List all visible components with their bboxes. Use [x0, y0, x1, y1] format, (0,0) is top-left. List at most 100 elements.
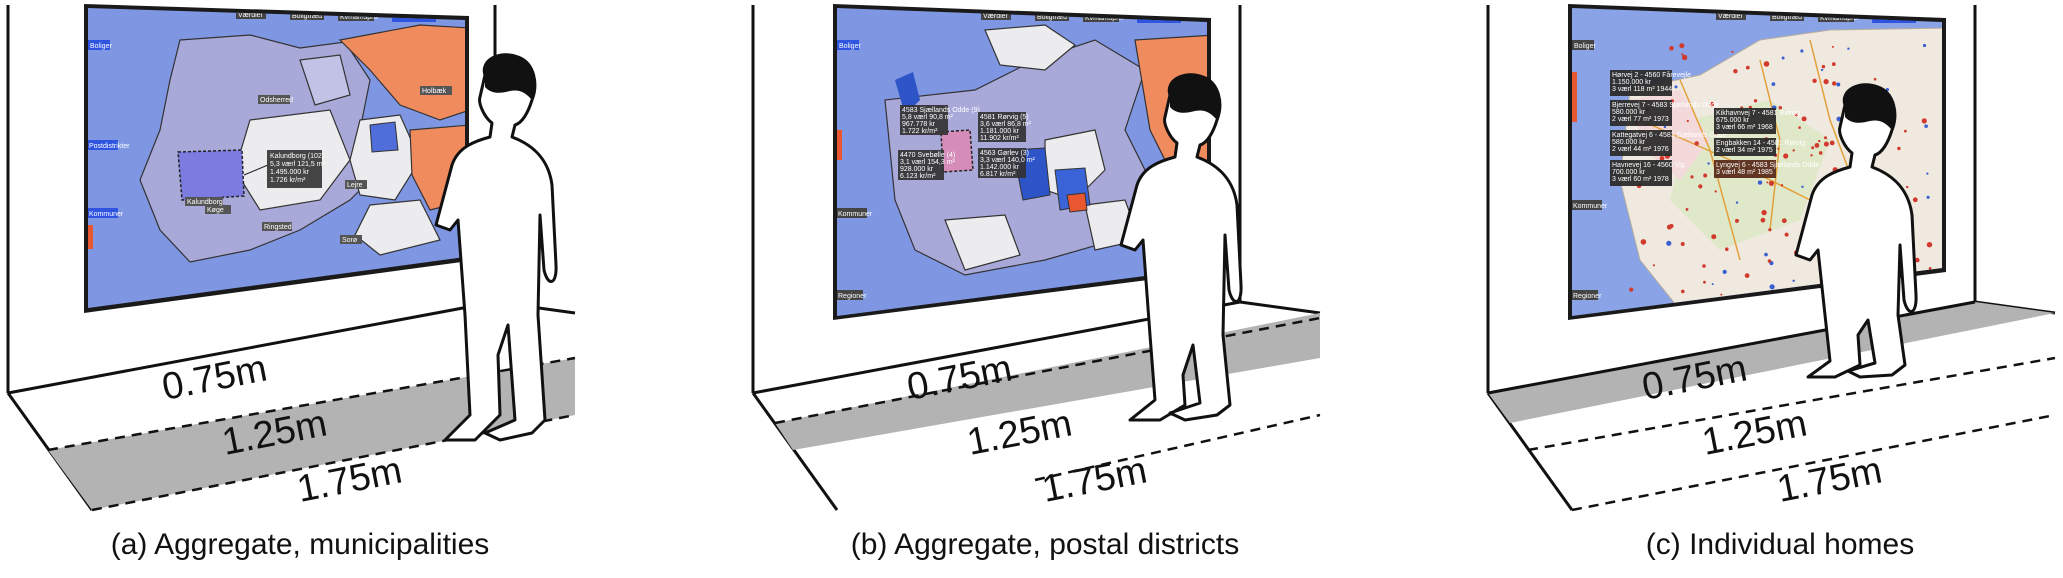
- home-marker[interactable]: [1652, 264, 1655, 267]
- home-marker[interactable]: [1766, 181, 1769, 184]
- side-button[interactable]: [837, 208, 867, 218]
- home-marker[interactable]: [1666, 240, 1672, 246]
- home-marker[interactable]: [1731, 50, 1734, 54]
- home-marker[interactable]: [1703, 280, 1706, 284]
- home-marker[interactable]: [1928, 267, 1932, 270]
- home-marker[interactable]: [1768, 180, 1774, 186]
- home-marker[interactable]: [1640, 239, 1647, 245]
- home-marker[interactable]: [1735, 201, 1739, 204]
- home-marker[interactable]: [1760, 217, 1766, 223]
- home-marker[interactable]: [1744, 273, 1750, 278]
- home-marker[interactable]: [1847, 47, 1850, 50]
- home-marker[interactable]: [1681, 53, 1684, 56]
- home-marker[interactable]: [1764, 252, 1768, 257]
- map-tab[interactable]: [1035, 12, 1069, 21]
- home-marker[interactable]: [1798, 126, 1801, 129]
- side-button[interactable]: [88, 40, 110, 50]
- home-marker[interactable]: [1812, 78, 1817, 84]
- home-marker[interactable]: [1681, 289, 1685, 294]
- home-marker[interactable]: [1685, 208, 1689, 211]
- home-marker[interactable]: [1783, 153, 1789, 159]
- home-marker[interactable]: [1800, 49, 1804, 53]
- home-marker[interactable]: [1784, 232, 1789, 237]
- map-tab[interactable]: [1770, 12, 1804, 21]
- home-marker[interactable]: [1814, 143, 1820, 148]
- home-marker[interactable]: [1829, 140, 1835, 146]
- home-marker[interactable]: [1767, 259, 1772, 263]
- map-tab[interactable]: [1716, 11, 1746, 20]
- home-marker[interactable]: [1781, 56, 1785, 60]
- home-marker[interactable]: [1681, 54, 1688, 61]
- home-marker[interactable]: [1823, 141, 1829, 147]
- home-marker[interactable]: [1711, 234, 1717, 240]
- home-marker[interactable]: [1926, 242, 1933, 248]
- home-marker[interactable]: [1679, 43, 1685, 49]
- home-marker[interactable]: [1781, 218, 1787, 224]
- home-marker[interactable]: [1771, 82, 1776, 86]
- home-marker[interactable]: [1906, 185, 1909, 189]
- home-marker[interactable]: [1926, 195, 1930, 199]
- home-marker[interactable]: [1810, 154, 1813, 157]
- home-marker[interactable]: [1698, 184, 1703, 189]
- home-marker[interactable]: [1832, 81, 1837, 86]
- side-button[interactable]: [1572, 290, 1598, 300]
- home-marker[interactable]: [1801, 116, 1807, 122]
- home-marker[interactable]: [1769, 284, 1775, 290]
- home-marker[interactable]: [1792, 149, 1795, 152]
- home-marker[interactable]: [1763, 61, 1770, 67]
- home-marker[interactable]: [1836, 82, 1841, 87]
- home-marker[interactable]: [1663, 125, 1667, 129]
- home-marker[interactable]: [1722, 269, 1727, 274]
- home-marker[interactable]: [1823, 79, 1829, 85]
- map-tab[interactable]: [981, 11, 1011, 20]
- home-marker[interactable]: [1694, 141, 1699, 146]
- home-marker[interactable]: [1873, 77, 1877, 81]
- home-marker[interactable]: [1824, 136, 1827, 140]
- home-marker[interactable]: [1924, 124, 1928, 128]
- home-marker[interactable]: [1690, 175, 1694, 179]
- home-marker[interactable]: [1818, 139, 1821, 143]
- home-marker[interactable]: [1821, 64, 1826, 69]
- home-marker[interactable]: [1702, 264, 1706, 268]
- home-marker[interactable]: [1780, 184, 1784, 187]
- home-marker[interactable]: [1703, 173, 1708, 178]
- home-marker[interactable]: [1669, 223, 1674, 229]
- home-marker[interactable]: [1796, 290, 1802, 295]
- home-marker[interactable]: [1709, 101, 1715, 107]
- home-marker[interactable]: [1735, 218, 1739, 223]
- home-marker[interactable]: [1714, 190, 1717, 193]
- home-marker[interactable]: [1777, 147, 1780, 150]
- home-marker[interactable]: [1818, 151, 1823, 155]
- side-button[interactable]: [837, 290, 863, 300]
- home-marker[interactable]: [1707, 162, 1710, 165]
- home-marker[interactable]: [1753, 99, 1758, 103]
- home-marker[interactable]: [1921, 118, 1927, 124]
- home-marker[interactable]: [1831, 45, 1834, 48]
- side-button[interactable]: [88, 208, 118, 218]
- home-marker[interactable]: [1922, 43, 1927, 48]
- home-marker[interactable]: [1725, 247, 1729, 251]
- map-tab[interactable]: [236, 10, 266, 19]
- home-marker[interactable]: [1904, 129, 1907, 133]
- home-marker[interactable]: [1674, 85, 1678, 89]
- home-marker[interactable]: [1926, 172, 1929, 175]
- home-marker[interactable]: [1831, 62, 1836, 66]
- home-marker[interactable]: [1669, 45, 1674, 51]
- home-marker[interactable]: [1820, 68, 1824, 72]
- side-button[interactable]: [1572, 40, 1594, 50]
- map-tab[interactable]: [290, 11, 324, 20]
- home-marker[interactable]: [1745, 65, 1750, 70]
- side-button[interactable]: [837, 40, 859, 50]
- home-marker[interactable]: [1778, 106, 1782, 110]
- home-marker[interactable]: [1768, 228, 1772, 232]
- home-marker[interactable]: [1757, 180, 1763, 185]
- side-button[interactable]: [88, 140, 118, 150]
- home-marker[interactable]: [1733, 69, 1738, 74]
- home-marker[interactable]: [1912, 197, 1918, 203]
- home-marker[interactable]: [1720, 293, 1723, 296]
- home-marker[interactable]: [1659, 156, 1665, 161]
- home-marker[interactable]: [1801, 185, 1804, 188]
- home-marker[interactable]: [1811, 146, 1815, 150]
- home-marker[interactable]: [1761, 209, 1767, 216]
- home-marker[interactable]: [1897, 146, 1901, 151]
